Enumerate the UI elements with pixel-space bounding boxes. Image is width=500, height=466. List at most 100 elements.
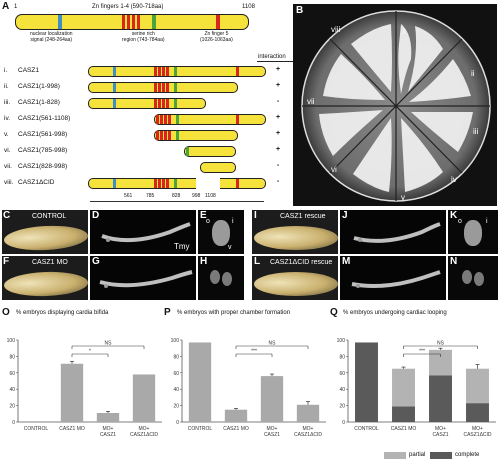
interaction-result: - xyxy=(276,178,280,185)
construct-number: v. xyxy=(4,131,9,138)
yeast-plate: i ii iii iv v vi vii viii xyxy=(301,10,491,202)
y-tick-label: 0 xyxy=(176,420,179,426)
panel-label-e: E xyxy=(200,210,207,221)
zinc-finger-title: Zn fingers 1-4 (590-718aa) xyxy=(92,4,164,10)
panel-label-f: F xyxy=(3,256,10,267)
construct-domain xyxy=(154,67,157,76)
x-tick-label: CASZ1 MO xyxy=(391,426,417,432)
nls-domain xyxy=(58,15,62,29)
construct-number: vii. xyxy=(4,163,12,170)
x-tick-label: MO+ xyxy=(435,426,446,432)
x-tick-label: CONTROL xyxy=(354,426,379,432)
x-tick-label: CASZ1ΔCID xyxy=(463,432,491,438)
y-tick-label: 0 xyxy=(12,420,15,426)
y-tick-label: 20 xyxy=(339,404,345,410)
construct-domain xyxy=(113,99,116,108)
construct-domain xyxy=(154,99,157,108)
construct-domain xyxy=(166,179,169,188)
photo-c-control-embryo: CONTROL xyxy=(2,210,88,254)
aa-end: 1108 xyxy=(242,4,255,10)
heart-shape xyxy=(474,272,484,286)
znf3-domain xyxy=(132,15,135,29)
x-tick-label: CASZ1 xyxy=(100,432,116,438)
significance-label: NS xyxy=(437,341,445,347)
construct-bar xyxy=(200,162,236,173)
construct-name: CASZ1(561-1108) xyxy=(18,115,71,122)
x-tick-label: MO+ xyxy=(103,426,114,432)
photo-n-dcid-rescue-heart-closeup xyxy=(448,256,498,300)
panel-label-k: K xyxy=(450,210,458,221)
construct-bar xyxy=(154,130,238,141)
label-casz1-mo: CASZ1 MO xyxy=(32,259,68,266)
construct-bar xyxy=(88,66,266,77)
x-tick-label: CONTROL xyxy=(24,426,49,432)
interaction-result: - xyxy=(276,162,280,169)
panel-label-p: P xyxy=(164,307,171,318)
chart-p-title: % embryos with proper chamber formation xyxy=(177,310,291,316)
bar xyxy=(132,374,156,422)
x-tick-label: MO+ xyxy=(267,426,278,432)
interaction-result: + xyxy=(275,114,281,121)
znf2-domain xyxy=(127,15,130,29)
legend-swatch-partial xyxy=(384,452,406,459)
embryo-shape xyxy=(3,223,88,253)
construct-domain xyxy=(113,83,116,92)
deleted-region xyxy=(196,178,220,189)
heart-shape xyxy=(462,270,472,284)
panel-label-c: C xyxy=(3,210,11,221)
construct-bar xyxy=(154,114,266,125)
panel-label-b: B xyxy=(296,5,304,16)
construct-domain xyxy=(113,179,116,188)
y-tick-label: 100 xyxy=(337,338,346,344)
panel-label-a: A xyxy=(2,1,10,12)
plate-sector-i: i xyxy=(403,27,405,36)
label-i: i xyxy=(232,218,234,225)
photo-d-control-heart: Tmy xyxy=(90,210,196,254)
construct-domain xyxy=(164,131,167,140)
construct-bar xyxy=(184,146,236,157)
construct-number: iv. xyxy=(4,115,11,122)
embryo-shape xyxy=(254,272,338,296)
significance-label: *** xyxy=(251,349,257,355)
construct-domain xyxy=(166,99,169,108)
y-tick-label: 80 xyxy=(173,354,179,360)
interaction-header: interaction xyxy=(258,54,286,60)
serine-domain xyxy=(152,15,156,29)
panel-label-g: G xyxy=(92,256,100,267)
znf4-domain xyxy=(137,15,140,29)
panel-label-m: M xyxy=(342,256,351,267)
photo-e-control-heart-closeup: o i v xyxy=(198,210,244,254)
bar xyxy=(188,342,212,422)
heart-shape xyxy=(222,272,232,286)
bar xyxy=(224,409,248,422)
construct-domain xyxy=(236,115,239,124)
construct-domain xyxy=(162,67,165,76)
photo-g-mo-heart xyxy=(90,256,196,300)
significance-label: *** xyxy=(419,349,425,355)
interaction-result: + xyxy=(275,130,281,137)
significance-label: * xyxy=(89,349,91,355)
plate-sector-iii: iii xyxy=(473,127,479,136)
znf5-label: Zn finger 5 (1026-1063aa) xyxy=(200,31,233,43)
label-control: CONTROL xyxy=(32,213,67,220)
construct-name: CASZ1(561-998) xyxy=(18,131,68,138)
photo-h-mo-heart-closeup xyxy=(198,256,244,300)
panel-label-h: H xyxy=(200,256,208,267)
construct-domain xyxy=(160,115,163,124)
photo-m-dcid-rescue-heart xyxy=(340,256,446,300)
legend-label-partial: partial xyxy=(409,452,426,458)
interaction-result: + xyxy=(275,66,281,73)
label-tmy: Tmy xyxy=(174,242,190,251)
embryo-shape xyxy=(254,226,338,250)
construct-domain xyxy=(158,83,161,92)
embryo-shape xyxy=(3,270,88,298)
construct-domain xyxy=(156,131,159,140)
y-tick-label: 100 xyxy=(171,338,180,344)
construct-domain xyxy=(174,179,177,188)
construct-number: vi. xyxy=(4,147,11,154)
label-v: v xyxy=(228,244,232,251)
tick-561: 561 xyxy=(124,193,133,199)
tick-828: 828 xyxy=(172,193,181,199)
construct-number: iii. xyxy=(4,99,11,106)
